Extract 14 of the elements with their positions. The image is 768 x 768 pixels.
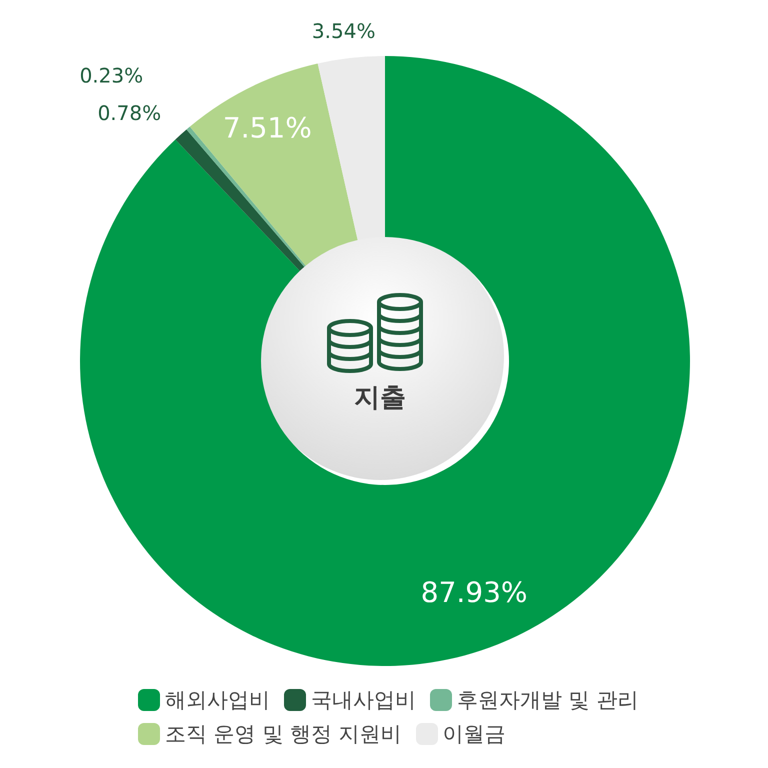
donut-slice: [318, 56, 385, 240]
legend-label: 후원자개발 및 관리: [457, 687, 638, 714]
legend-label: 조직 운영 및 행정 지원비: [165, 721, 402, 748]
legend-label: 해외사업비: [165, 687, 270, 714]
data-label: 0.23%: [80, 64, 144, 88]
donut-slice: [80, 56, 690, 666]
donut-slice: [190, 64, 358, 266]
legend-label: 국내사업비: [311, 687, 416, 714]
data-label: 7.51%: [222, 111, 312, 144]
text: 지출: [354, 383, 406, 413]
data-label: 87.93%: [420, 576, 528, 609]
legend-label: 이월금: [442, 721, 506, 748]
data-label: 3.54%: [312, 19, 376, 44]
data-label: 0.78%: [98, 101, 162, 126]
